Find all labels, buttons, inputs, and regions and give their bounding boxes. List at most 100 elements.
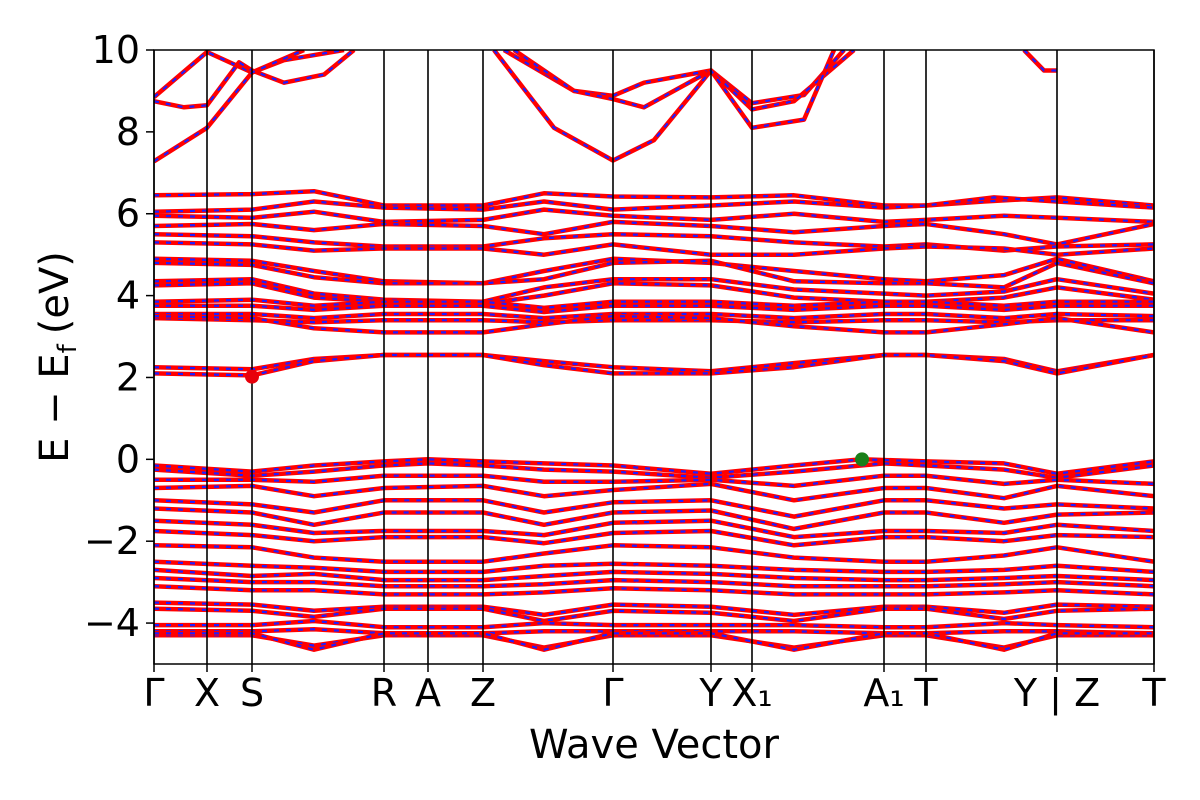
band-12 (154, 240, 1154, 257)
band-34 (154, 567, 1154, 583)
x-tick-label-0: Γ (143, 671, 164, 715)
band-29-line (154, 506, 1154, 532)
band-5-dash (493, 50, 836, 162)
band-28-dash (154, 499, 1154, 518)
band-33-dash (154, 560, 1154, 573)
band-6-dash (1023, 50, 1057, 72)
band-27-dash (154, 482, 1154, 502)
y-axis-label: E − Ef (eV) (32, 251, 83, 463)
band-13-dash (154, 257, 1154, 285)
y-tick-label-3: 2 (116, 355, 140, 399)
y-axis: −4 −2 0 2 4 6 8 10 (84, 28, 154, 645)
band-32 (154, 543, 1154, 564)
band-15 (154, 276, 1154, 304)
x-tick-label-9: A₁ (863, 671, 904, 715)
band-37 (154, 600, 1154, 618)
band-26-dash (154, 474, 1154, 488)
extrema-markers (245, 369, 869, 467)
band-4-dash (513, 50, 855, 111)
bands-layer (154, 50, 1154, 652)
band-31 (154, 528, 1154, 548)
y-tick-label-7: 10 (92, 28, 140, 72)
band-38 (154, 606, 1154, 624)
band-9-dash (154, 208, 1154, 224)
band-7 (154, 188, 1154, 208)
band-32-dash (154, 544, 1154, 563)
band-11-dash (154, 233, 1154, 252)
band-26-line (154, 473, 1154, 489)
band-34-dash (154, 568, 1154, 582)
band-39-line (154, 618, 1154, 630)
band-30 (154, 518, 1154, 540)
band-17-dash (154, 298, 1154, 310)
x-tick-label-12: T (1141, 671, 1166, 715)
band-16 (154, 281, 1154, 307)
x-tick-label-10: T (913, 671, 938, 715)
x-tick-label-3: R (371, 671, 397, 715)
y-tick-label-1: −2 (84, 519, 140, 563)
band-35-dash (154, 576, 1154, 588)
band-33-line (154, 559, 1154, 575)
band-14 (154, 258, 1154, 290)
band-38-dash (154, 607, 1154, 623)
band-1 (154, 50, 356, 110)
y-tick-label-6: 8 (116, 110, 140, 154)
band-1-dash (154, 50, 355, 109)
band-28-line (154, 498, 1154, 519)
band-6 (1022, 50, 1057, 73)
band-29 (154, 506, 1154, 532)
x-tick-label-1: X (194, 671, 220, 715)
band-21 (154, 313, 1154, 335)
band-16-dash (154, 282, 1154, 305)
band-20-dash (154, 317, 1154, 324)
y-axis-label-sub: f (53, 343, 83, 353)
y-tick-label-0: −4 (84, 601, 140, 645)
x-tick-label-5: Z (470, 671, 496, 715)
band-32-line (154, 543, 1154, 564)
band-42-dash (154, 632, 1154, 651)
band-39 (154, 618, 1154, 630)
y-axis-label-unit: (eV) (32, 251, 78, 334)
band-20 (154, 315, 1154, 325)
band-36-dash (154, 585, 1154, 596)
y-tick-label-5: 6 (116, 192, 140, 236)
band-23 (154, 352, 1154, 378)
band-36 (154, 583, 1154, 597)
y-tick-label-4: 4 (116, 274, 140, 318)
x-axis-label: Wave Vector (529, 722, 780, 768)
band-42 (154, 631, 1154, 652)
band-18-dash (154, 304, 1154, 314)
band-8 (154, 195, 1154, 214)
band-26 (154, 473, 1154, 489)
x-tick-label-8: X₁ (731, 671, 772, 715)
band-37-dash (154, 601, 1154, 617)
band-1-line (154, 50, 356, 110)
band-19 (154, 311, 1154, 321)
band-36-line (154, 583, 1154, 597)
band-2-dash (154, 50, 305, 163)
y-axis-label-main: E − E (32, 353, 78, 463)
band-10 (154, 219, 1154, 247)
x-tick-label-7: Y (698, 671, 723, 715)
band-5 (492, 50, 837, 163)
band-10-dash (154, 220, 1154, 246)
band-17 (154, 297, 1154, 311)
band-33 (154, 559, 1154, 575)
band-39-dash (154, 619, 1154, 629)
x-tick-label-4: A (415, 671, 441, 715)
band-12-dash (154, 241, 1154, 256)
band-31-dash (154, 529, 1154, 547)
band-23-dash (154, 353, 1154, 377)
band-7-dash (154, 190, 1154, 207)
band-9 (154, 207, 1154, 225)
band-8-line (154, 195, 1154, 214)
band-27 (154, 481, 1154, 503)
band-2 (154, 50, 305, 164)
band-30-dash (154, 519, 1154, 539)
y-tick-label-2: 0 (116, 437, 140, 481)
band-19-dash (154, 312, 1154, 320)
valence-band-maximum-marker (855, 452, 869, 467)
band-6-line (1022, 50, 1057, 73)
